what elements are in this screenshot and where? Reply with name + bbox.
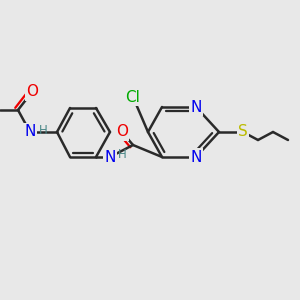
Text: N: N [104,149,116,164]
Text: O: O [26,85,38,100]
Text: N: N [24,124,36,140]
Text: O: O [116,124,128,140]
Text: N: N [190,100,202,115]
Text: H: H [39,124,47,136]
Text: S: S [238,124,248,140]
Text: N: N [190,149,202,164]
Text: Cl: Cl [126,89,140,104]
Text: H: H [118,148,126,161]
